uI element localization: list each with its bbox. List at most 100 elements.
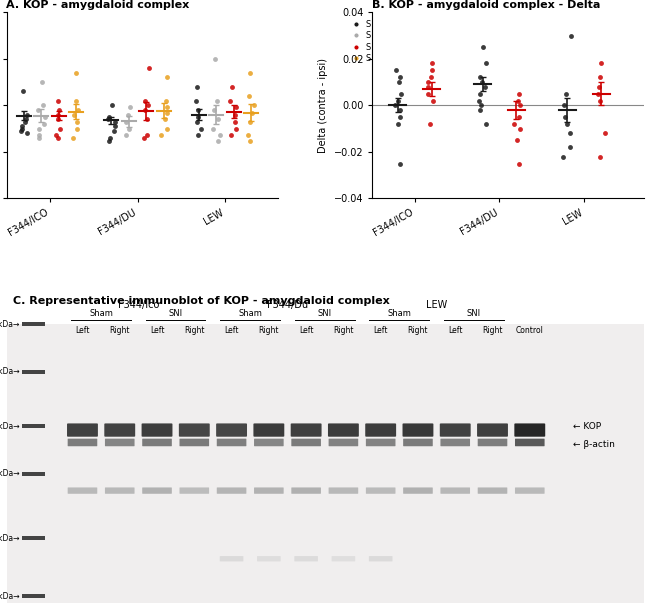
Point — [213, 136, 224, 146]
Point — [595, 73, 606, 82]
Point — [156, 130, 166, 140]
FancyBboxPatch shape — [179, 438, 209, 446]
Point — [213, 114, 224, 124]
FancyBboxPatch shape — [441, 488, 470, 494]
Point — [52, 114, 62, 124]
Point — [474, 105, 485, 115]
Point — [139, 133, 150, 143]
Point — [34, 133, 44, 143]
Point — [600, 129, 610, 138]
FancyBboxPatch shape — [402, 423, 434, 437]
FancyBboxPatch shape — [328, 423, 359, 437]
FancyBboxPatch shape — [22, 472, 45, 475]
Point — [595, 152, 605, 162]
Point — [565, 129, 575, 138]
Point — [16, 121, 27, 131]
Point — [245, 136, 255, 146]
Point — [109, 121, 120, 131]
FancyBboxPatch shape — [440, 423, 471, 437]
FancyBboxPatch shape — [179, 488, 209, 494]
FancyBboxPatch shape — [216, 423, 247, 437]
Text: Sham: Sham — [89, 309, 113, 318]
Point — [249, 100, 259, 110]
Point — [514, 100, 525, 110]
Text: A. KOP - amygdaloid complex: A. KOP - amygdaloid complex — [6, 0, 190, 10]
Point — [53, 109, 64, 119]
FancyBboxPatch shape — [220, 556, 243, 561]
Point — [231, 124, 241, 133]
Point — [227, 82, 237, 92]
Point — [16, 127, 26, 137]
FancyBboxPatch shape — [441, 438, 470, 446]
Point — [593, 82, 604, 92]
Point — [474, 96, 484, 106]
Point — [475, 89, 486, 98]
Point — [72, 117, 82, 127]
FancyBboxPatch shape — [105, 488, 135, 494]
FancyBboxPatch shape — [216, 438, 246, 446]
FancyBboxPatch shape — [67, 423, 98, 437]
Point — [162, 102, 172, 112]
Text: C. Representative immunoblot of KOP - amygdaloid complex: C. Representative immunoblot of KOP - am… — [13, 296, 389, 306]
Point — [230, 109, 240, 119]
FancyBboxPatch shape — [216, 488, 246, 494]
Point — [211, 96, 222, 106]
Point — [395, 105, 405, 115]
Point — [514, 112, 524, 122]
Point — [476, 100, 486, 110]
Point — [595, 96, 605, 106]
Point — [103, 114, 114, 124]
Point — [226, 130, 236, 140]
FancyBboxPatch shape — [291, 488, 321, 494]
FancyBboxPatch shape — [514, 423, 545, 437]
FancyBboxPatch shape — [105, 438, 135, 446]
Text: Left: Left — [299, 326, 313, 335]
FancyBboxPatch shape — [366, 438, 395, 446]
Point — [508, 119, 519, 129]
Point — [596, 58, 606, 68]
FancyBboxPatch shape — [68, 438, 98, 446]
Text: Sham: Sham — [239, 309, 262, 318]
Text: 15 kDa→: 15 kDa→ — [0, 534, 19, 542]
Point — [104, 111, 114, 121]
Point — [393, 119, 404, 129]
FancyBboxPatch shape — [366, 488, 395, 494]
Point — [141, 114, 151, 124]
Point — [395, 159, 406, 169]
Point — [426, 58, 437, 68]
Text: B. KOP - amygdaloid complex - Delta: B. KOP - amygdaloid complex - Delta — [372, 0, 601, 10]
FancyBboxPatch shape — [254, 423, 284, 437]
Point — [512, 96, 523, 106]
FancyBboxPatch shape — [254, 438, 283, 446]
Point — [142, 100, 153, 110]
Point — [142, 130, 152, 140]
Point — [423, 82, 434, 92]
Text: Right: Right — [259, 326, 279, 335]
Point — [16, 124, 27, 133]
Point — [72, 124, 83, 133]
Point — [214, 130, 225, 140]
Point — [426, 66, 437, 76]
Point — [159, 114, 170, 124]
Text: 50 kDa→: 50 kDa→ — [0, 422, 19, 430]
Point — [425, 119, 436, 129]
FancyBboxPatch shape — [68, 488, 98, 494]
FancyBboxPatch shape — [142, 423, 172, 437]
FancyBboxPatch shape — [329, 438, 358, 446]
Legend: SHAM - left, SHAM - right, SNI - left, SNI - right: SHAM - left, SHAM - right, SNI - left, S… — [344, 17, 422, 66]
Point — [140, 96, 150, 106]
Point — [37, 77, 47, 87]
Point — [395, 112, 405, 122]
Point — [51, 130, 62, 140]
Text: F344/Du: F344/Du — [267, 300, 308, 310]
Point — [422, 89, 433, 98]
Text: Left: Left — [448, 326, 463, 335]
Point — [107, 100, 118, 110]
Point — [192, 117, 202, 127]
Point — [565, 142, 575, 152]
Point — [144, 63, 155, 73]
Point — [391, 66, 402, 76]
Point — [196, 124, 206, 133]
Point — [480, 82, 490, 92]
Point — [394, 77, 404, 87]
